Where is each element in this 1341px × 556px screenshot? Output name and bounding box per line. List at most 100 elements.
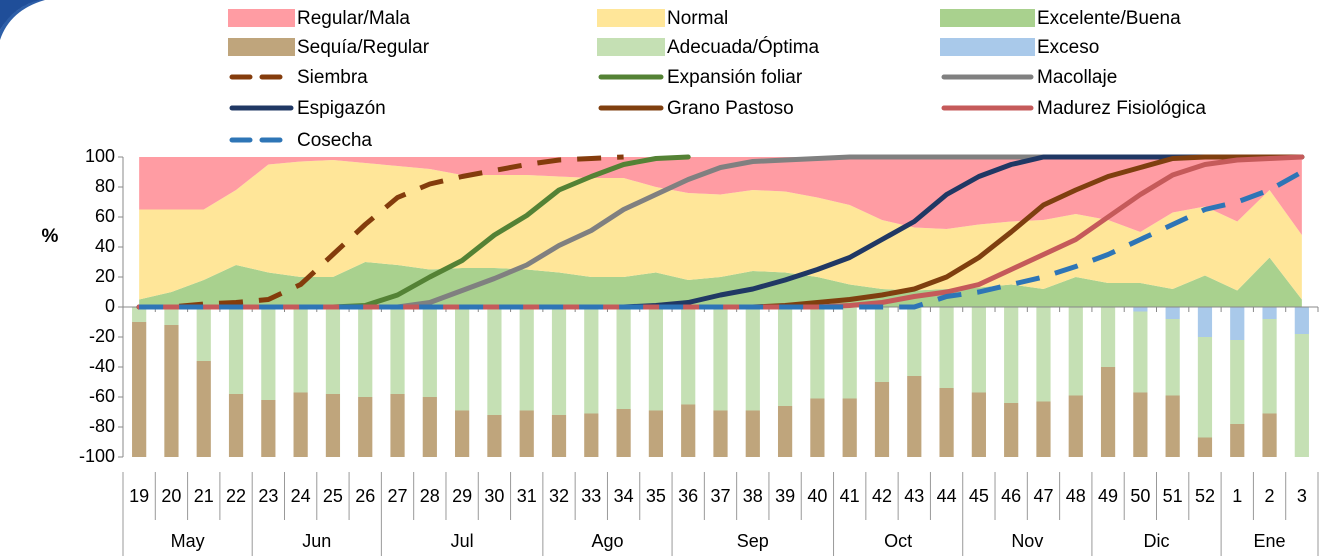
bar — [1036, 401, 1051, 457]
legend-swatch — [228, 9, 295, 27]
y-tick-label: 80 — [95, 176, 115, 196]
x-tick-label: 25 — [323, 486, 343, 506]
area — [139, 257, 1302, 307]
x-tick-label: 42 — [872, 486, 892, 506]
x-tick-label: 30 — [484, 486, 504, 506]
bar — [584, 307, 599, 414]
x-tick-label: 19 — [129, 486, 149, 506]
y-tick-label: -80 — [89, 416, 115, 436]
bar — [1165, 307, 1180, 319]
x-tick-label: 50 — [1130, 486, 1150, 506]
legend-label: Espigazón — [297, 98, 386, 119]
x-tick-label: 51 — [1163, 486, 1183, 506]
x-tick-label: 23 — [258, 486, 278, 506]
bar — [196, 307, 211, 361]
line — [139, 154, 624, 310]
bar — [228, 394, 244, 457]
legend-label: Regular/Mala — [297, 8, 410, 29]
bar — [1230, 307, 1245, 340]
legend-label: Normal — [667, 8, 728, 29]
legend-label: Excelente/Buena — [1037, 8, 1181, 29]
bar — [487, 307, 502, 415]
x-tick-label: 37 — [710, 486, 730, 506]
bar — [455, 410, 470, 457]
x-tick-label: 46 — [1001, 486, 1021, 506]
group-label: Jun — [302, 531, 331, 551]
legend-label: Madurez Fisiológica — [1037, 98, 1206, 119]
bar — [1294, 307, 1309, 334]
legend-swatch — [228, 38, 295, 56]
x-tick-label: 3 — [1297, 486, 1307, 506]
x-tick-label: 28 — [420, 486, 440, 506]
x-tick-label: 49 — [1098, 486, 1118, 506]
legend-swatch — [940, 38, 1035, 56]
x-tick-label: 34 — [614, 486, 634, 506]
bar — [455, 307, 470, 411]
bar — [261, 400, 276, 457]
y-tick-label: -100 — [79, 446, 115, 466]
bar — [616, 409, 631, 457]
group-label: Ago — [591, 531, 623, 551]
bar — [842, 307, 857, 399]
legend-label: Cosecha — [297, 130, 372, 151]
x-tick-label: 36 — [678, 486, 698, 506]
bar — [939, 307, 954, 388]
bar — [325, 307, 341, 394]
group-label: Dic — [1144, 531, 1170, 551]
bar — [1230, 340, 1245, 424]
bar — [196, 361, 211, 457]
bar — [1100, 367, 1116, 457]
x-tick-label: 39 — [775, 486, 795, 506]
bar — [293, 392, 308, 457]
bar — [874, 307, 890, 382]
bar — [1197, 337, 1213, 438]
bar — [164, 307, 179, 325]
x-tick-label: 35 — [646, 486, 666, 506]
bar — [971, 307, 986, 393]
legend-label: Macollaje — [1037, 67, 1117, 88]
bar — [519, 307, 534, 411]
x-tick-label: 2 — [1265, 486, 1275, 506]
bar — [1036, 307, 1051, 402]
bar — [1133, 311, 1148, 393]
bar — [713, 307, 728, 411]
bar — [648, 307, 664, 411]
bar — [874, 382, 890, 457]
bar — [1230, 424, 1245, 457]
bar — [907, 376, 922, 457]
x-tick-label: 43 — [904, 486, 924, 506]
bar — [132, 307, 147, 322]
bar — [1068, 395, 1083, 457]
bar — [648, 410, 664, 457]
y-tick-label: -60 — [89, 386, 115, 406]
bar — [745, 307, 760, 411]
group-label: Jul — [451, 531, 474, 551]
x-tick-label: 32 — [549, 486, 569, 506]
bar — [132, 322, 147, 457]
y-tick-label: -40 — [89, 356, 115, 376]
x-tick-label: 41 — [840, 486, 860, 506]
x-tick-label: 27 — [388, 486, 408, 506]
bar — [1004, 403, 1019, 457]
x-tick-label: 31 — [517, 486, 537, 506]
bar — [164, 325, 179, 457]
bar — [1133, 392, 1148, 457]
bar — [358, 307, 373, 397]
bar — [777, 406, 793, 457]
y-axis-label: % — [42, 226, 59, 247]
bar — [1294, 334, 1309, 457]
bar — [293, 307, 308, 393]
x-tick-label: 40 — [807, 486, 827, 506]
y-tick-label: 0 — [105, 296, 115, 316]
legend-label: Expansión foliar — [667, 67, 803, 88]
x-tick-label: 52 — [1195, 486, 1215, 506]
bar — [777, 307, 793, 406]
bar — [1100, 307, 1116, 367]
line — [139, 169, 1304, 310]
bar — [939, 388, 954, 457]
y-tick-label: -20 — [89, 326, 115, 346]
group-label: Ene — [1254, 531, 1286, 551]
bar — [1165, 395, 1180, 457]
group-label: May — [171, 531, 205, 551]
